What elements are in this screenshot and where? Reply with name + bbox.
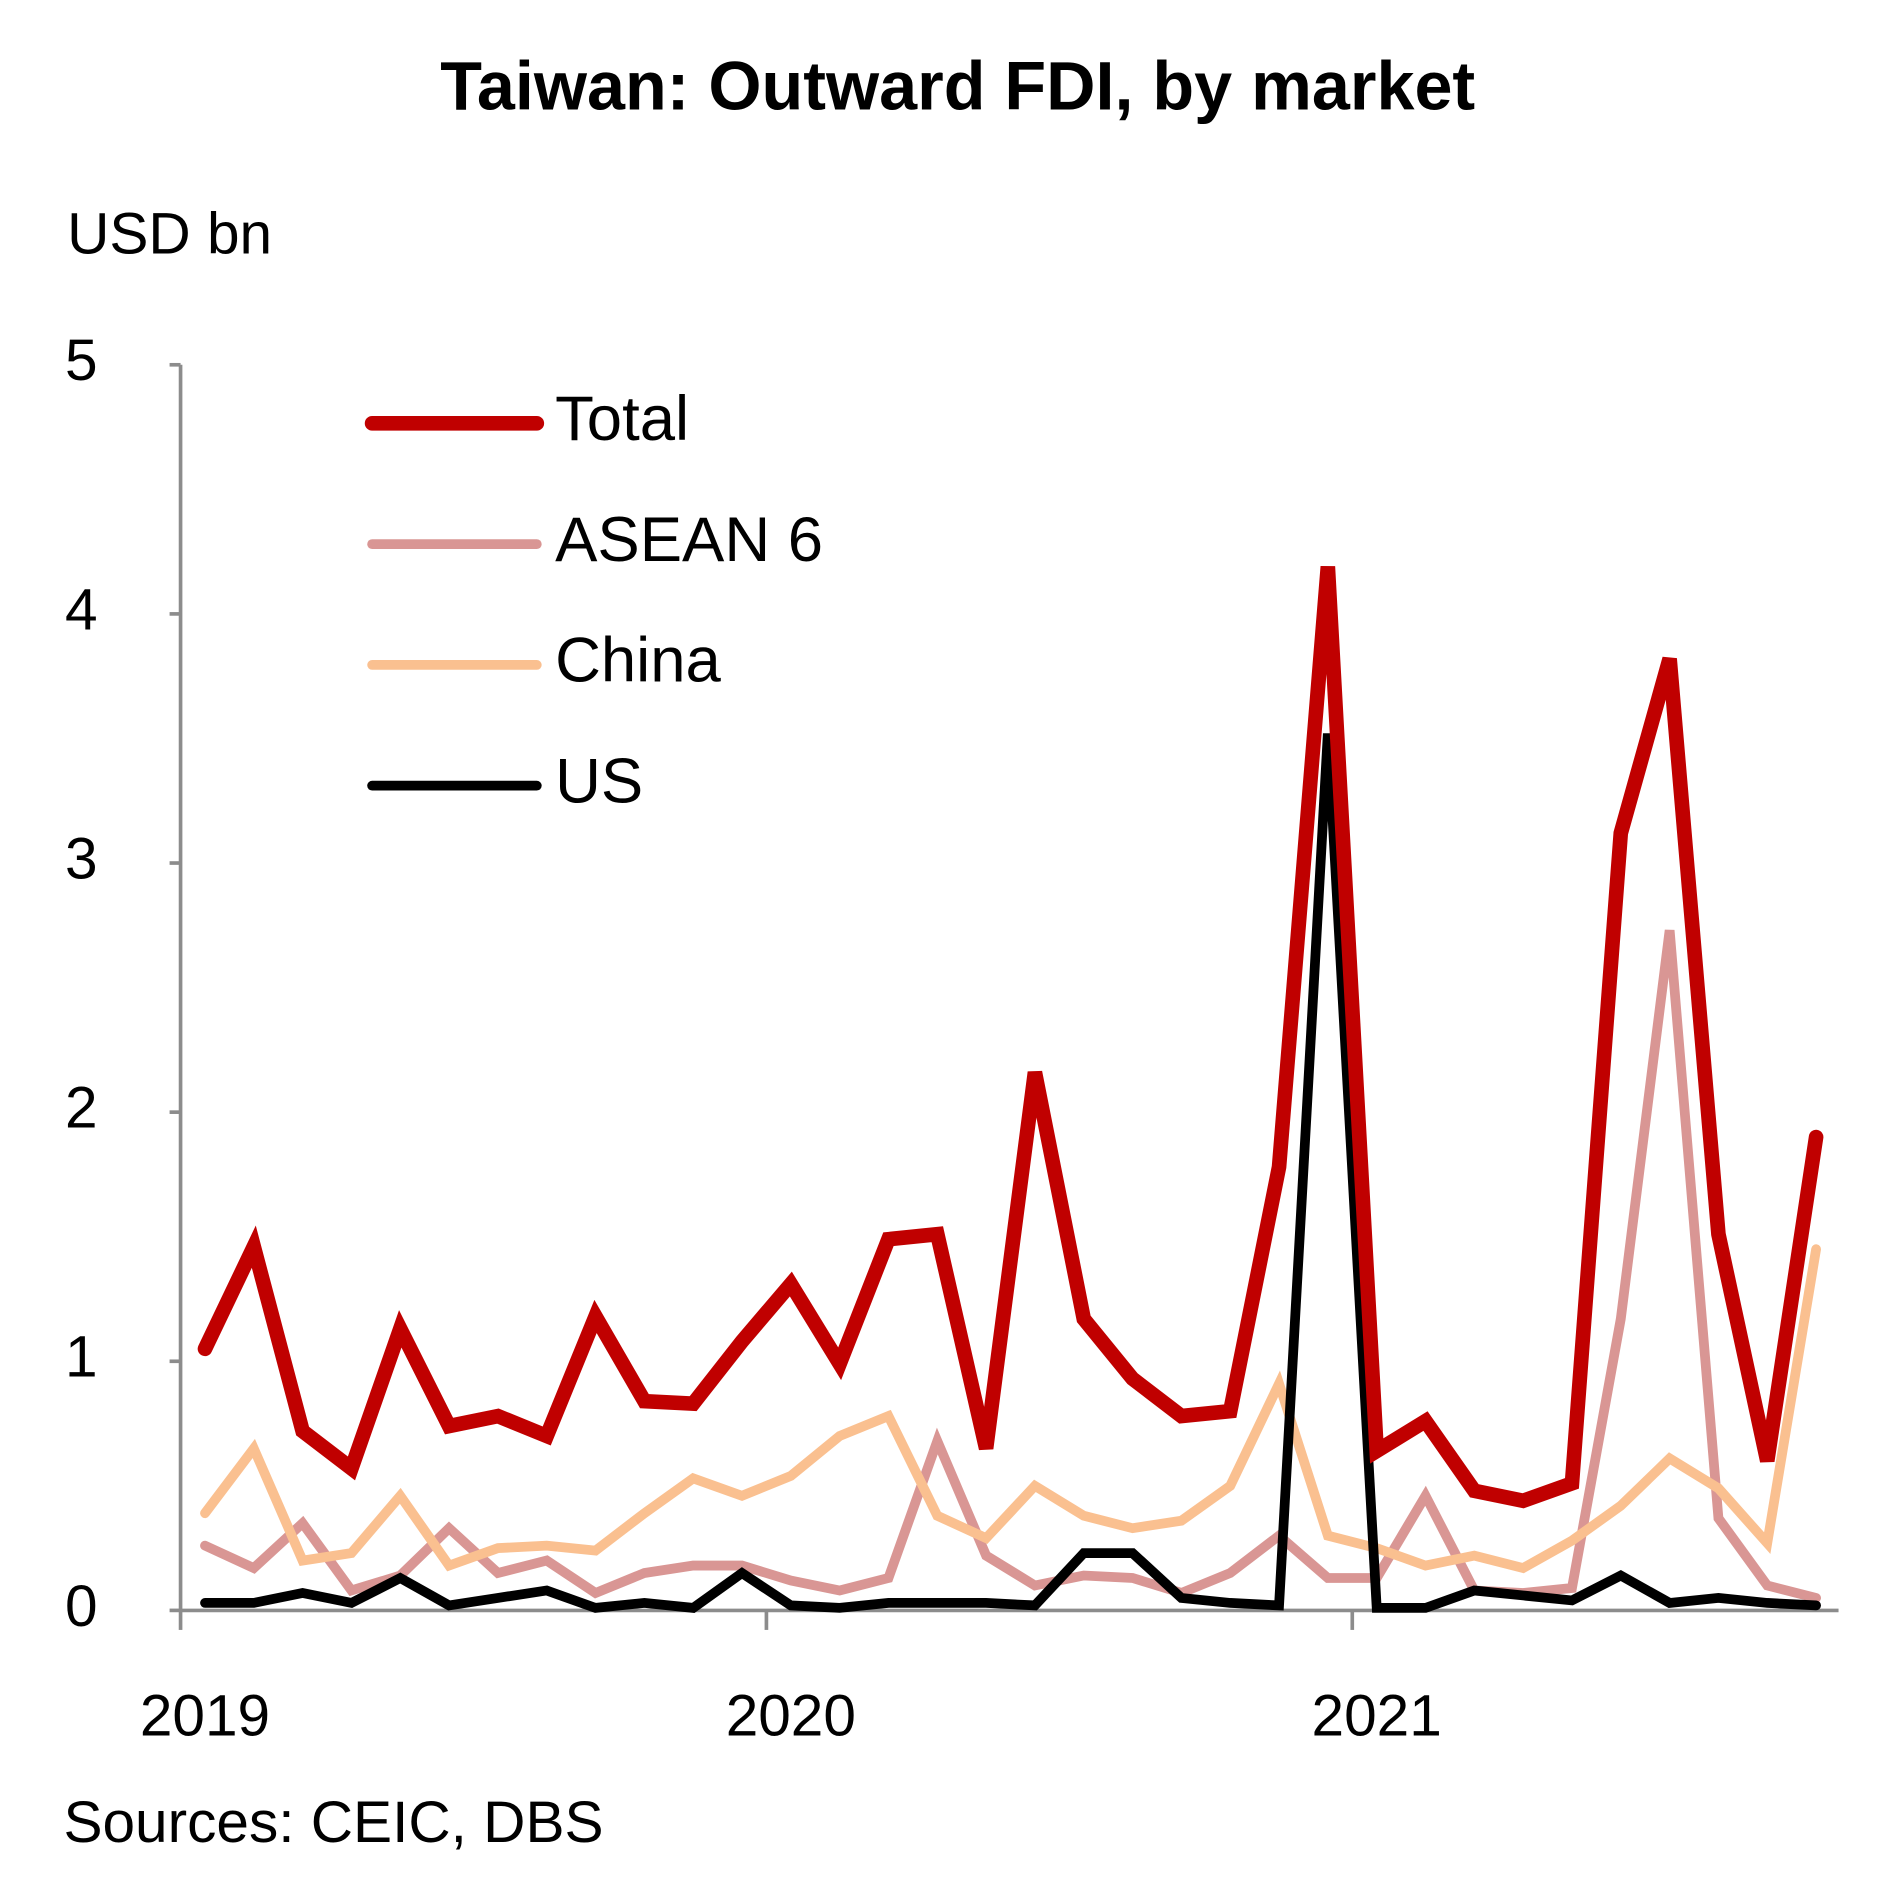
legend-label: Total (555, 384, 689, 454)
series-line (200, 1244, 1821, 1574)
legend-label: ASEAN 6 (555, 505, 823, 575)
y-tick-label: 0 (65, 1574, 98, 1639)
x-tick-label: 2021 (1312, 1684, 1442, 1749)
x-tick-label: 2019 (140, 1684, 270, 1749)
y-tick-label: 3 (65, 826, 98, 891)
series-line (197, 565, 1824, 1509)
y-tick-label: 5 (65, 328, 98, 393)
series-line (200, 733, 1821, 1613)
legend-label: US (555, 746, 643, 816)
x-tick-label: 2020 (726, 1684, 856, 1749)
source-note: Sources: CEIC, DBS (63, 1790, 603, 1855)
chart-title: Taiwan: Outward FDI, by market (440, 49, 1475, 125)
y-tick-label: 1 (65, 1325, 98, 1390)
y-axis-label: USD bn (67, 201, 272, 266)
y-tick-label: 2 (65, 1076, 98, 1141)
legend-label: China (555, 626, 721, 696)
y-tick-label: 4 (65, 577, 98, 642)
series-line (200, 929, 1821, 1603)
